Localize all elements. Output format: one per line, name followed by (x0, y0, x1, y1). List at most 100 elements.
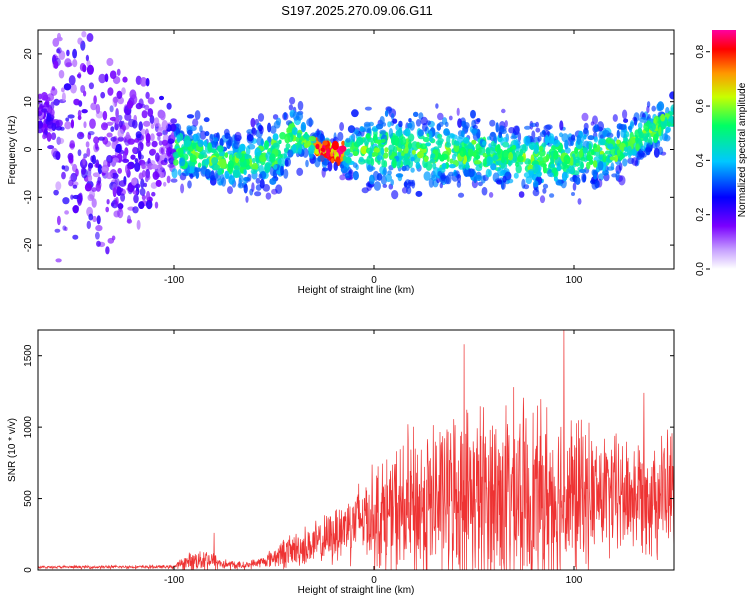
spectrogram-cell (68, 75, 76, 86)
spectrogram-cell (250, 169, 258, 175)
spectrogram-cell (272, 133, 279, 141)
spectrogram-cell (631, 157, 639, 166)
colorbar-tick-label: 0.4 (695, 153, 706, 167)
spectrogram-cell (391, 190, 399, 200)
colorbar: 0.0 0.2 0.4 0.6 0.8 Normalized spectral ampl… (695, 30, 748, 276)
spectrogram-cell (489, 119, 496, 127)
spectrogram-cell (592, 115, 598, 125)
spectrogram-cell (117, 208, 124, 219)
spectrogram-cell (657, 101, 665, 111)
spectrogram-cell (496, 179, 503, 185)
spectrogram-cell (115, 108, 119, 119)
figure-title: S197.2025.270.09.06.G11 (281, 3, 433, 18)
spectrogram-cell (183, 140, 192, 147)
spectrogram-cell (665, 126, 671, 133)
spectrogram-cell (594, 147, 598, 152)
spectrogram-cell (260, 138, 264, 146)
spectrogram-cell (127, 165, 133, 170)
spectrogram-cell (102, 110, 108, 121)
spectrogram-cell (488, 192, 494, 198)
spectrogram-cell (289, 96, 296, 105)
spectrogram-cell (441, 163, 447, 170)
spectrogram-cell (136, 219, 141, 230)
spectrogram-cell (186, 125, 192, 131)
spectrogram-cell (101, 122, 108, 131)
spectrogram-cell (111, 141, 117, 150)
spectrogram-cell (639, 117, 647, 123)
spectrogram-cell (97, 164, 103, 175)
spectrogram-cell (97, 136, 105, 141)
spectrogram-cell (258, 124, 263, 132)
spectrogram-cell (41, 108, 48, 113)
spectrogram-cell (382, 122, 387, 127)
spectrogram-cell (493, 135, 498, 144)
spectrogram-cell (72, 59, 78, 68)
spectrogram-cell (574, 176, 581, 185)
spectrogram-cell (284, 159, 289, 167)
spectrogram-cell (56, 47, 62, 54)
spectrogram-cell (96, 215, 101, 225)
spectrogram-cell (138, 121, 143, 132)
spectrogram-cell (502, 141, 510, 148)
spectrogram-cell (376, 155, 383, 161)
spectrogram-cell (54, 228, 61, 233)
spectrogram-cell (95, 182, 102, 192)
spectrogram-cell (448, 171, 455, 177)
spectrogram-cell (553, 139, 560, 147)
spectrogram-cell (91, 154, 96, 165)
spectrogram-cell (535, 127, 541, 133)
spectrogram-cell (118, 180, 127, 187)
spectrogram-cell (296, 132, 302, 138)
spectrogram-cell (373, 181, 381, 191)
snr-frame (37, 329, 675, 571)
spectrogram-cell (284, 133, 291, 144)
spectrogram-cell (95, 231, 100, 240)
spectrogram-cell (251, 127, 256, 135)
spectrogram-cell (192, 118, 199, 127)
spectrogram-cell (86, 33, 94, 42)
spectrogram-cell (117, 203, 124, 210)
spectrogram-cell (627, 125, 633, 131)
spectrogram-cell (134, 162, 141, 172)
spectrogram-cell (339, 174, 346, 181)
spectrogram-cell (110, 202, 115, 207)
snr-y-label: SNR (10 * v/v) (7, 418, 18, 482)
spectrogram-cell (320, 147, 325, 152)
spectrogram-cell (53, 60, 59, 69)
colorbar-tick-label: 0.0 (695, 262, 706, 276)
spectrogram-cell (92, 215, 97, 223)
spectrogram-cell (561, 133, 569, 143)
spectrogram-cell (618, 124, 627, 131)
spectrogram-cell (528, 169, 534, 176)
spectrogram-cell (609, 156, 616, 161)
spectrogram-cell (443, 128, 450, 136)
spectrogram-cell (243, 183, 248, 194)
spectrogram-cell (539, 195, 546, 204)
spectrogram-cell (115, 143, 122, 153)
spectrogram-cell (653, 147, 660, 158)
spectrogram-cell (189, 173, 194, 180)
spectrogram-cell (475, 143, 481, 151)
spectrogram-cell (95, 104, 101, 114)
spectrogram-cell (132, 146, 137, 154)
spectrogram-cell (352, 170, 359, 181)
spectrogram-cell (257, 113, 265, 122)
spectrogram-cell (660, 113, 666, 122)
spectrogram-cell (186, 114, 195, 119)
spectrogram-cell (529, 138, 535, 143)
spectrogram-cell (545, 124, 553, 130)
spectrogram-cell (175, 127, 180, 137)
spectrogram-cell (651, 105, 656, 112)
spectrogram-cell (391, 113, 395, 121)
spectrogram-cell (359, 126, 365, 132)
spectrogram-cell (145, 168, 150, 179)
spectrogram-cell (112, 96, 119, 104)
spectrogram-cell (569, 156, 574, 166)
spectrogram-cell (204, 131, 210, 137)
spectrogram-cell (467, 148, 474, 157)
spectrogram-cell (296, 167, 304, 176)
spectrogram-cell (177, 147, 184, 157)
spectrogram-cell (79, 132, 84, 137)
spectrogram-cell (157, 109, 165, 119)
